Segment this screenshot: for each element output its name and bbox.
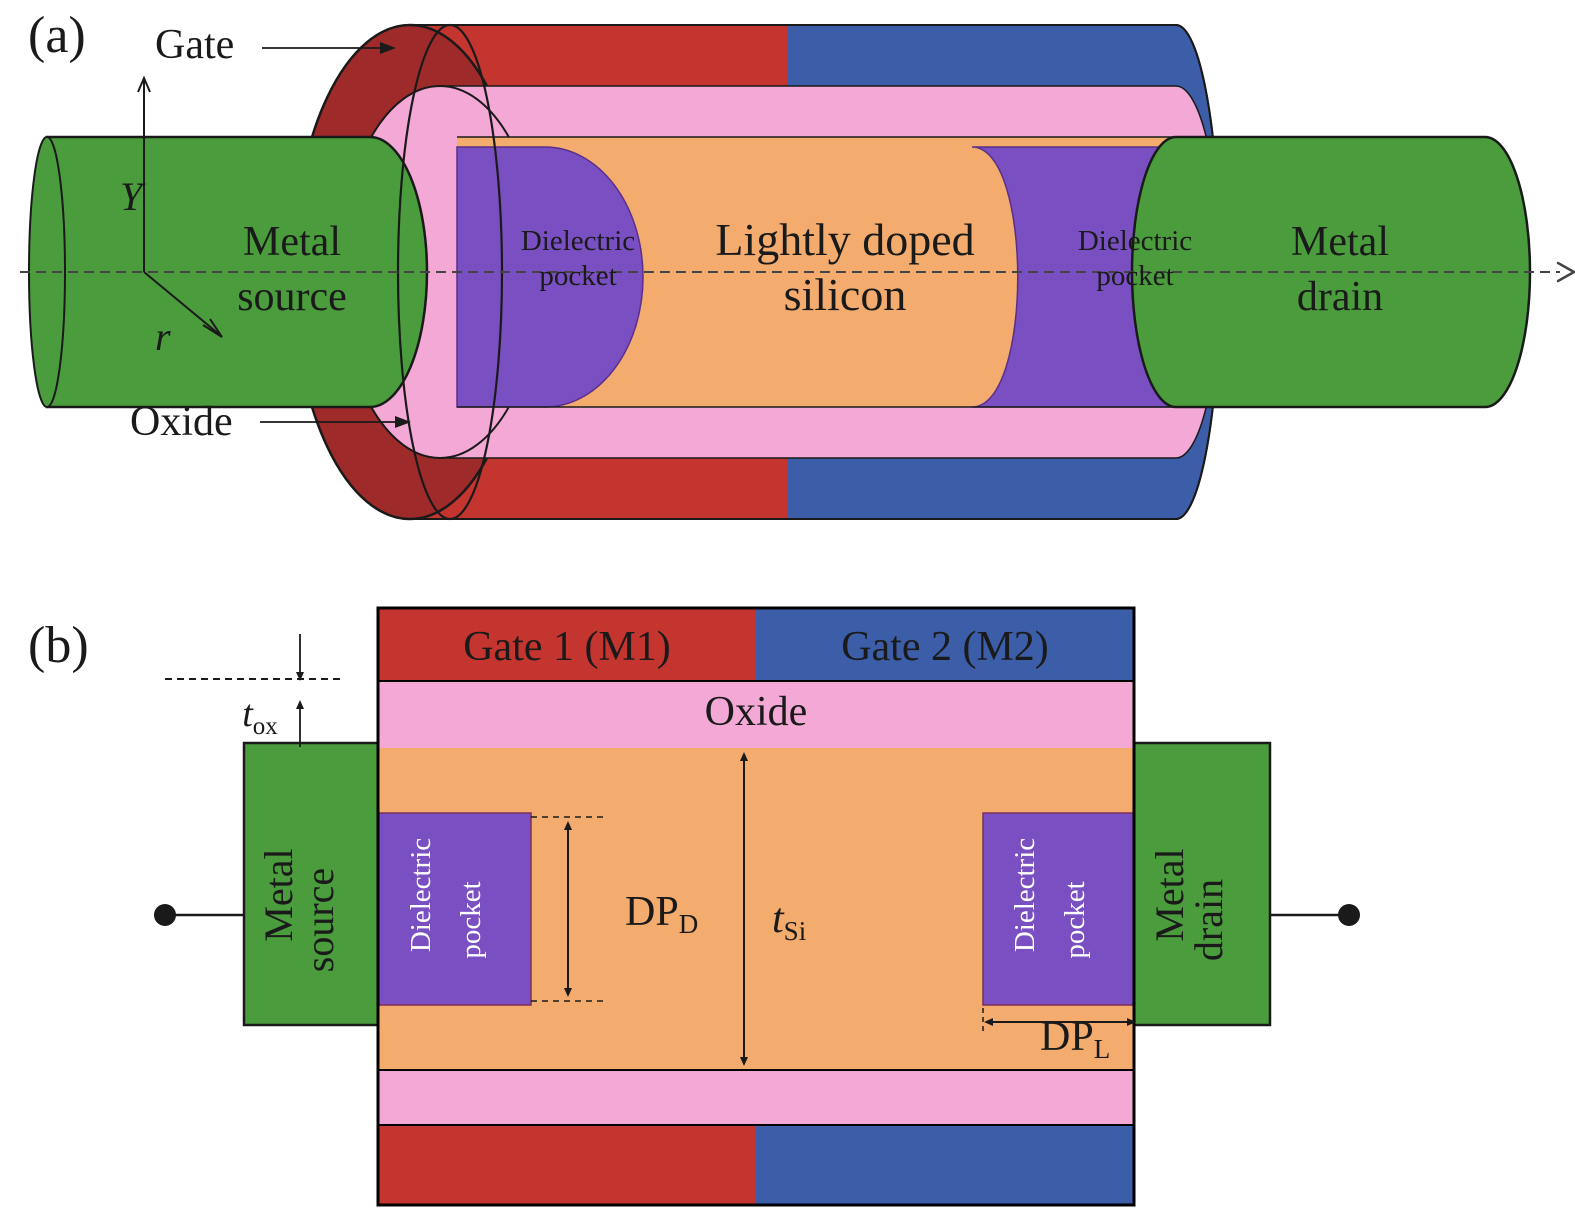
svg-text:(b): (b) — [28, 617, 89, 674]
svg-text:Oxide: Oxide — [705, 689, 808, 735]
svg-text:Gate 1 (M1): Gate 1 (M1) — [463, 624, 671, 670]
svg-text:(a): (a) — [28, 7, 86, 64]
svg-text:Lightly doped: Lightly doped — [715, 214, 974, 265]
svg-text:Dielectric: Dielectric — [1078, 225, 1192, 257]
svg-text:pocket: pocket — [539, 260, 616, 292]
svg-text:drain: drain — [1186, 879, 1231, 961]
svg-text:source: source — [237, 274, 347, 320]
svg-text:Oxide: Oxide — [130, 399, 233, 445]
svg-text:source: source — [297, 868, 342, 972]
svg-text:Dielectric: Dielectric — [521, 225, 635, 257]
svg-text:r: r — [155, 314, 171, 359]
svg-text:Gate: Gate — [155, 22, 234, 68]
svg-text:pocket: pocket — [1096, 260, 1173, 292]
svg-text:pocket: pocket — [1059, 881, 1091, 958]
svg-text:Dielectric: Dielectric — [405, 838, 437, 952]
svg-text:Gate 2 (M2): Gate 2 (M2) — [841, 624, 1049, 670]
svg-text:silicon: silicon — [784, 269, 907, 320]
svg-text:Metal: Metal — [256, 848, 301, 941]
svg-text:Metal: Metal — [1291, 219, 1389, 265]
svg-text:Y: Y — [120, 174, 146, 219]
svg-text:pocket: pocket — [455, 881, 487, 958]
svg-text:drain: drain — [1297, 274, 1383, 320]
svg-text:Metal: Metal — [243, 219, 341, 265]
svg-text:Dielectric: Dielectric — [1009, 838, 1041, 952]
svg-text:tox: tox — [242, 693, 278, 740]
